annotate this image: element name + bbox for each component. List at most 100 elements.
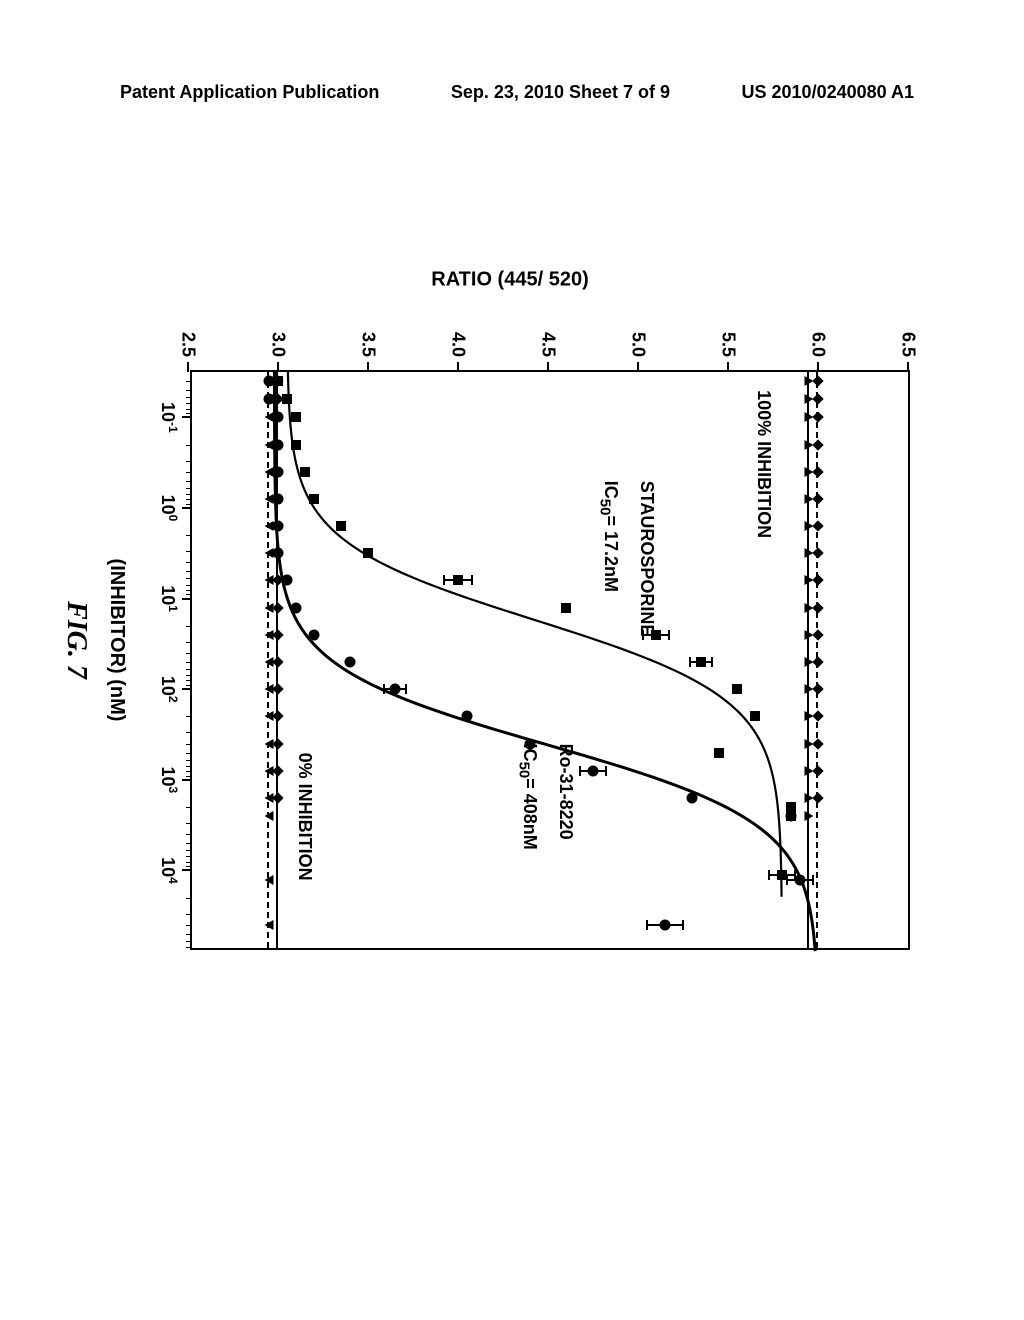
data-marker [588, 765, 599, 776]
data-marker [265, 793, 274, 803]
data-marker [812, 765, 823, 776]
x-tick-label: 104 [157, 857, 180, 884]
data-marker [805, 603, 814, 613]
x-tick-label: 100 [157, 495, 180, 522]
data-marker [265, 739, 274, 749]
data-marker [390, 684, 401, 695]
data-marker [265, 575, 274, 585]
data-marker [812, 520, 823, 531]
data-marker [265, 875, 274, 885]
data-marker [265, 630, 274, 640]
chart-annotation: IC50= 17.2nM [595, 481, 621, 592]
data-marker [265, 811, 274, 821]
y-tick-label: 2.5 [178, 322, 199, 357]
data-marker [291, 602, 302, 613]
data-marker [812, 711, 823, 722]
y-tick-label: 5.0 [628, 322, 649, 357]
data-marker [812, 629, 823, 640]
data-marker [812, 375, 823, 386]
data-marker [812, 738, 823, 749]
x-tick-label: 101 [157, 585, 180, 612]
data-marker [363, 548, 373, 558]
data-marker [272, 629, 283, 640]
data-marker [291, 440, 301, 450]
y-tick-label: 3.5 [358, 322, 379, 357]
data-marker [272, 792, 283, 803]
plot-area: 2.53.03.54.04.55.05.56.06.510-1100101102… [190, 370, 910, 950]
y-tick-label: 4.0 [448, 322, 469, 357]
data-marker [561, 603, 571, 613]
data-marker [805, 394, 814, 404]
data-marker [272, 738, 283, 749]
data-marker [805, 711, 814, 721]
data-marker [812, 394, 823, 405]
data-marker [300, 467, 310, 477]
data-marker [696, 657, 706, 667]
data-marker [687, 792, 698, 803]
data-marker [812, 493, 823, 504]
x-axis-label: (INHIBITOR) (nM) [105, 559, 128, 722]
data-marker [660, 919, 671, 930]
data-marker [805, 811, 814, 821]
page-header: Patent Application Publication Sep. 23, … [0, 82, 1024, 103]
data-marker [265, 684, 274, 694]
data-marker [272, 711, 283, 722]
data-marker [309, 629, 320, 640]
data-marker [265, 603, 274, 613]
data-marker [750, 711, 760, 721]
data-marker [462, 711, 473, 722]
data-marker [805, 684, 814, 694]
data-marker [795, 874, 806, 885]
data-marker [812, 439, 823, 450]
data-marker [651, 630, 661, 640]
chart-annotation: Ro-31-8220 [554, 744, 576, 840]
header-center: Sep. 23, 2010 Sheet 7 of 9 [451, 82, 670, 103]
data-marker [812, 602, 823, 613]
data-marker [812, 656, 823, 667]
chart-annotation: IC50= 408nM [514, 744, 540, 850]
data-marker [291, 412, 301, 422]
y-tick-label: 4.5 [538, 322, 559, 357]
data-marker [732, 684, 742, 694]
y-tick-label: 6.0 [808, 322, 829, 357]
data-marker [282, 394, 292, 404]
data-marker [812, 412, 823, 423]
y-tick-label: 3.0 [268, 322, 289, 357]
header-left: Patent Application Publication [120, 82, 379, 103]
data-marker [805, 630, 814, 640]
data-marker [265, 920, 274, 930]
data-marker [805, 412, 814, 422]
data-marker [786, 811, 797, 822]
chart-container: RATIO (445/ 520) 2.53.03.54.04.55.05.56.… [80, 290, 940, 990]
data-marker [272, 602, 283, 613]
x-tick-label: 10-1 [157, 402, 180, 433]
x-tick-label: 102 [157, 676, 180, 703]
data-marker [805, 521, 814, 531]
data-marker [265, 521, 274, 531]
y-tick-label: 6.5 [898, 322, 919, 357]
y-axis-label: RATIO (445/ 520) [431, 269, 588, 292]
x-tick-label: 103 [157, 766, 180, 793]
data-marker [265, 376, 274, 386]
data-marker [805, 548, 814, 558]
data-marker [805, 376, 814, 386]
data-marker [812, 466, 823, 477]
data-marker [805, 467, 814, 477]
data-marker [265, 494, 274, 504]
data-marker [345, 657, 356, 668]
data-marker [336, 521, 346, 531]
chart-annotation: STAUROSPORINE [635, 481, 657, 637]
data-marker [805, 739, 814, 749]
data-marker [265, 467, 274, 477]
data-marker [272, 684, 283, 695]
data-marker [272, 765, 283, 776]
data-marker [714, 748, 724, 758]
data-marker [265, 657, 274, 667]
chart-annotation: 0% INHIBITION [293, 753, 315, 881]
data-marker [805, 440, 814, 450]
data-marker [265, 412, 274, 422]
data-marker [812, 575, 823, 586]
data-marker [272, 656, 283, 667]
data-marker [453, 575, 463, 585]
data-marker [805, 793, 814, 803]
